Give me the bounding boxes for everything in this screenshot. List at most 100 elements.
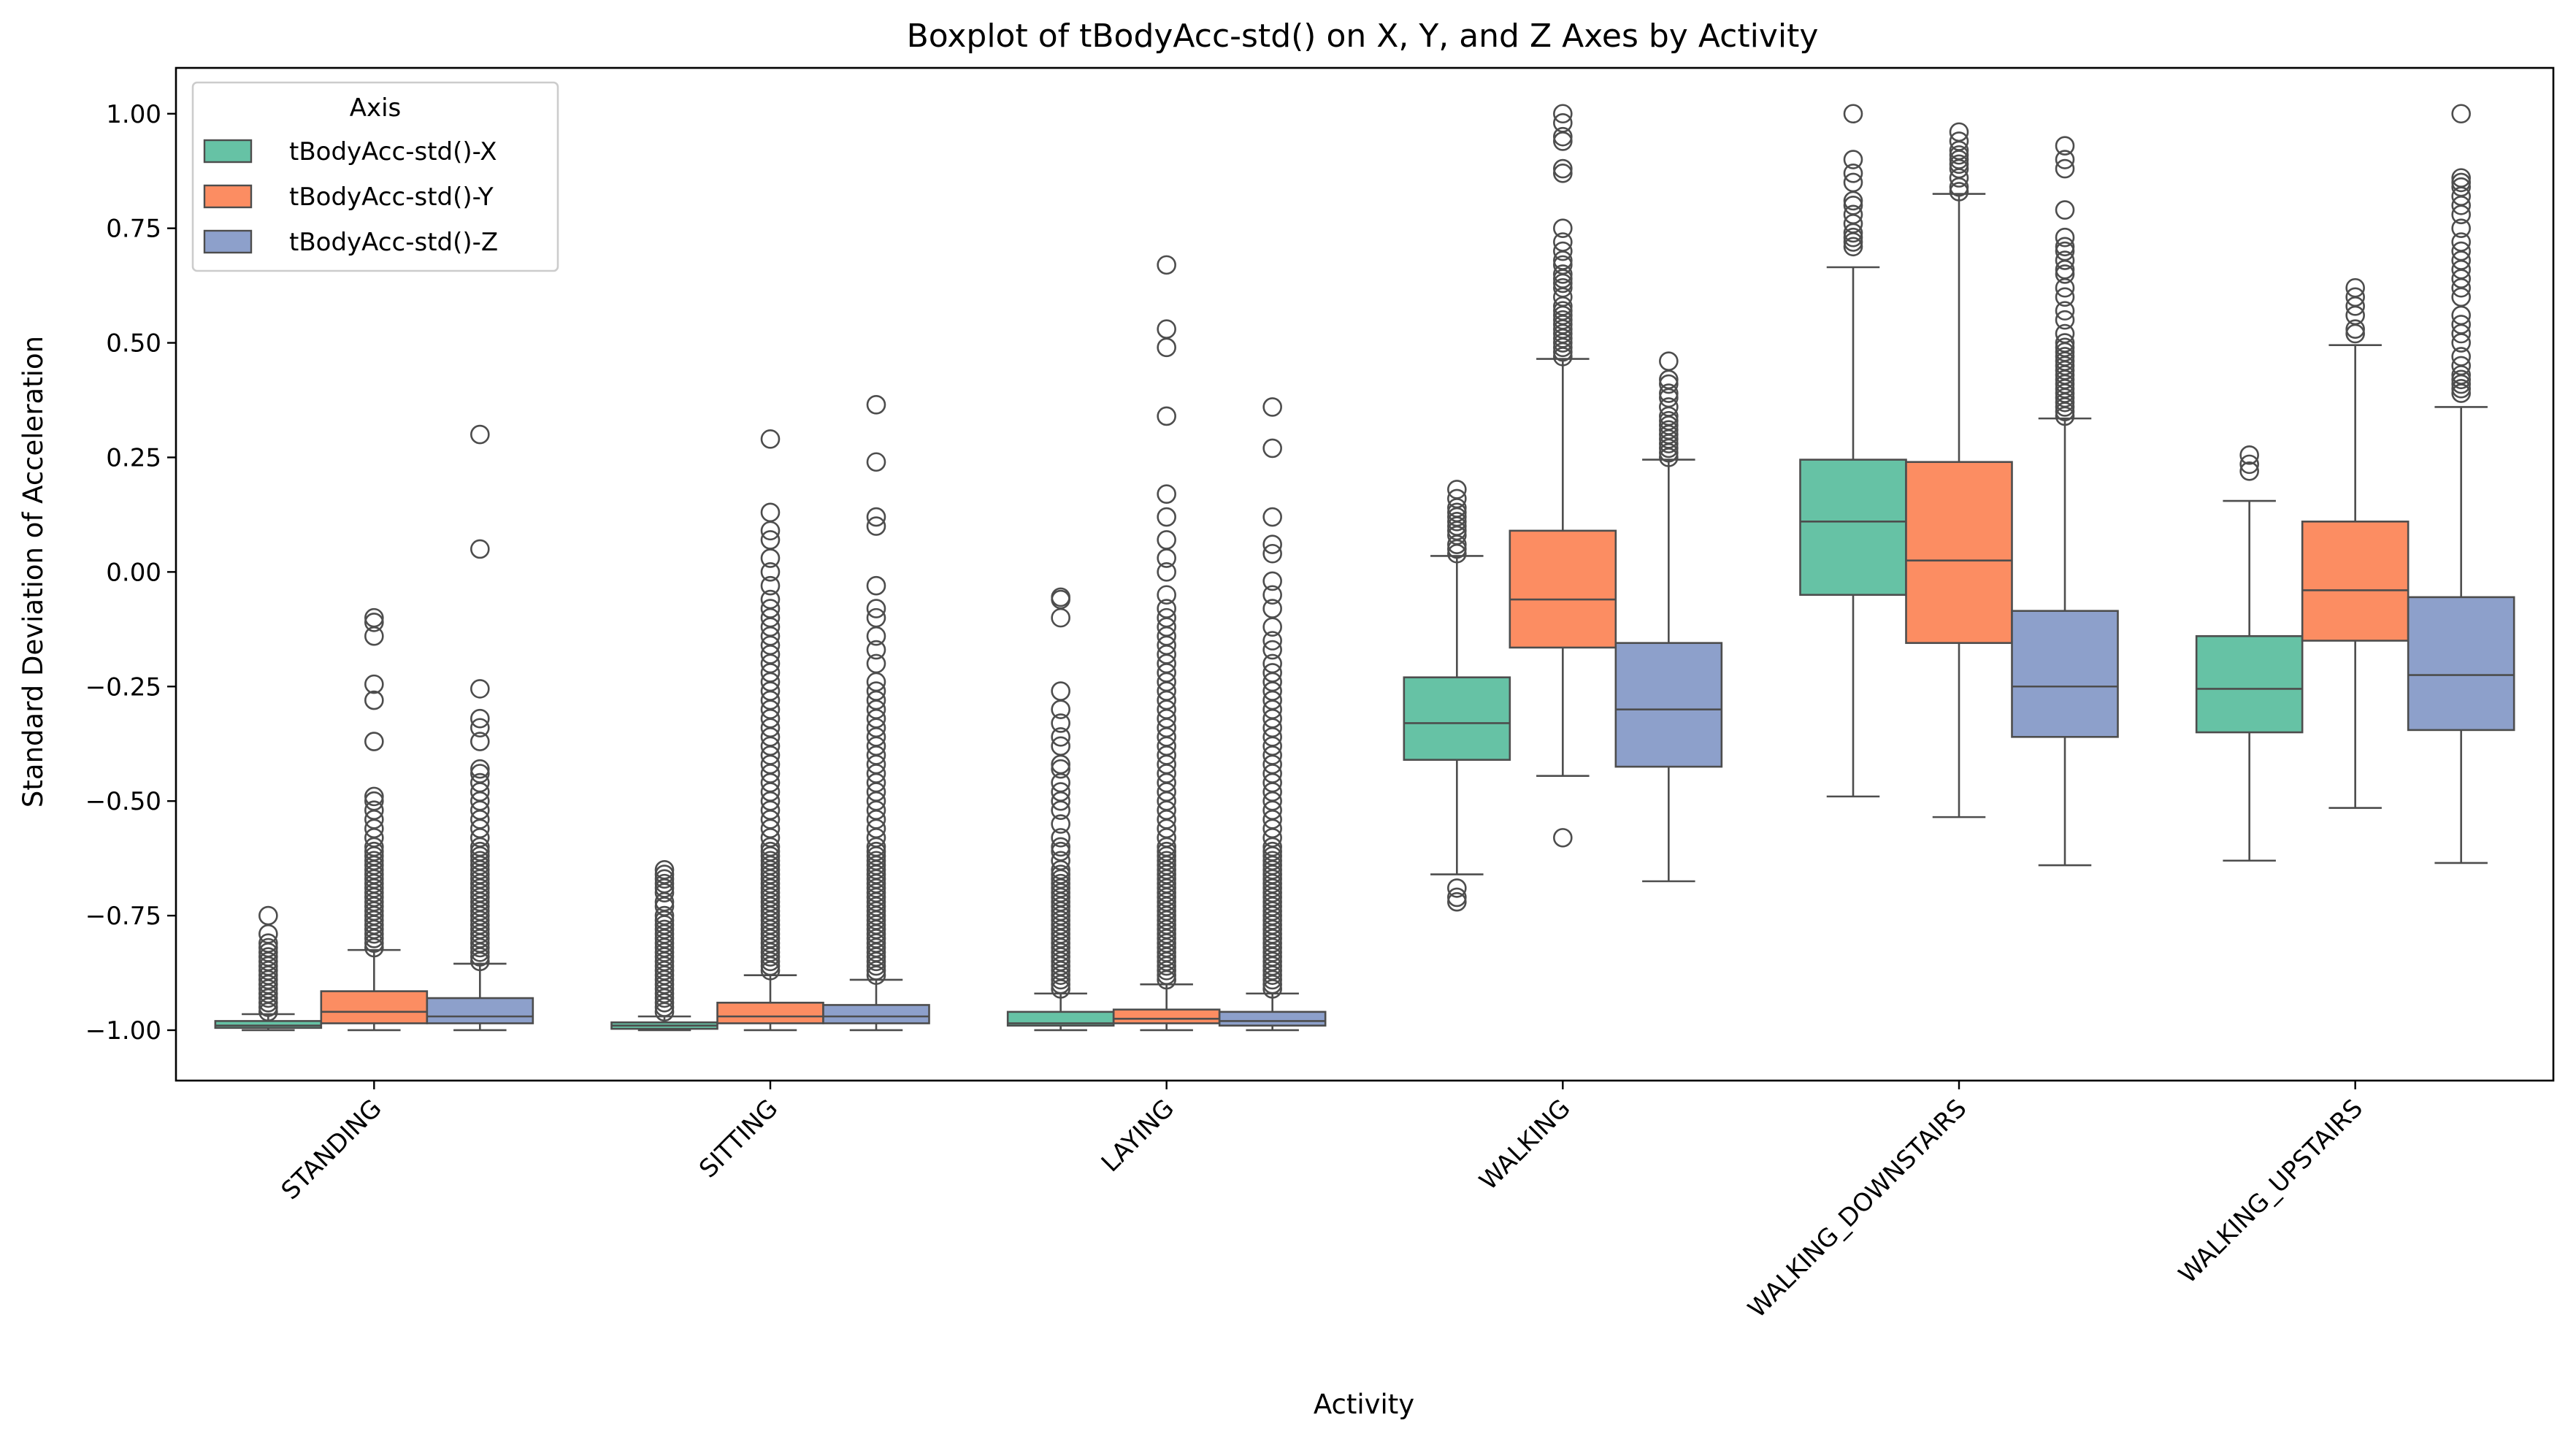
outlier-point bbox=[654, 864, 675, 884]
outlier-point bbox=[1262, 571, 1282, 591]
outlier-point bbox=[654, 905, 675, 926]
outlier-point bbox=[1949, 145, 1969, 165]
outlier-point bbox=[258, 905, 278, 926]
outlier-point bbox=[258, 947, 278, 967]
legend-label: tBodyAcc-std()-Z bbox=[289, 228, 498, 257]
outlier-point bbox=[1949, 154, 1969, 175]
outlier-point bbox=[2451, 177, 2471, 197]
outlier-point bbox=[760, 429, 781, 449]
outlier-point bbox=[470, 764, 490, 783]
box bbox=[2195, 634, 2304, 734]
y-tick-label: −0.50 bbox=[85, 787, 161, 816]
outlier-point bbox=[2451, 172, 2471, 193]
outlier-point bbox=[760, 530, 781, 550]
outlier-point bbox=[2055, 136, 2075, 156]
outlier-point bbox=[1659, 420, 1679, 440]
outlier-point bbox=[1659, 351, 1679, 371]
outlier-point bbox=[866, 394, 886, 415]
outlier-point bbox=[866, 507, 886, 527]
outlier-point bbox=[1447, 480, 1467, 499]
outlier-point bbox=[2055, 347, 2075, 367]
outlier-point bbox=[1843, 237, 1863, 257]
outlier-point bbox=[2451, 232, 2471, 252]
outlier-point bbox=[760, 502, 781, 523]
outlier-point bbox=[470, 539, 490, 559]
outlier-point bbox=[1262, 663, 1282, 683]
outlier-point bbox=[1051, 864, 1070, 884]
box bbox=[2301, 521, 2410, 642]
box-group bbox=[2301, 277, 2410, 809]
box bbox=[1218, 1010, 1327, 1027]
outlier-point bbox=[1051, 681, 1070, 701]
outlier-point bbox=[1949, 182, 1969, 202]
y-axis: −1.00 −0.75 −0.50 −0.25 0.00 0.25 0.50 0.75 1.00 bbox=[85, 100, 176, 1046]
outlier-point bbox=[2055, 337, 2075, 358]
outlier-point bbox=[1051, 713, 1070, 733]
outlier-point bbox=[1553, 218, 1573, 238]
outlier-point bbox=[866, 681, 886, 701]
box bbox=[214, 1020, 323, 1029]
outlier-point bbox=[470, 841, 490, 862]
box-group bbox=[426, 424, 534, 1032]
outlier-point bbox=[866, 653, 886, 674]
outlier-point bbox=[470, 718, 490, 738]
box-group bbox=[320, 607, 429, 1032]
outlier-point bbox=[1447, 878, 1467, 898]
outlier-point bbox=[2451, 369, 2471, 390]
box-group bbox=[1403, 480, 1511, 912]
y-tick-label: −0.25 bbox=[85, 672, 161, 702]
outlier-point bbox=[2055, 237, 2075, 257]
outlier-point bbox=[1051, 841, 1070, 862]
box bbox=[716, 1002, 824, 1024]
outlier-point bbox=[2055, 150, 2075, 169]
outlier-point bbox=[2239, 461, 2259, 481]
outlier-point bbox=[364, 613, 384, 632]
outlier-point bbox=[1051, 759, 1070, 779]
outlier-point bbox=[760, 575, 781, 596]
outlier-point bbox=[2055, 241, 2075, 261]
outlier-point bbox=[1553, 277, 1573, 298]
outlier-point bbox=[1659, 410, 1679, 431]
outlier-point bbox=[1262, 640, 1282, 660]
outlier-point bbox=[2055, 301, 2075, 321]
outlier-point bbox=[1553, 232, 1573, 252]
legend-swatch bbox=[203, 184, 253, 209]
outlier-point bbox=[1051, 828, 1070, 848]
box-group bbox=[610, 860, 718, 1032]
box bbox=[1112, 1008, 1221, 1024]
outlier-point bbox=[2239, 445, 2259, 465]
outlier-point bbox=[2055, 264, 2075, 284]
box-group bbox=[214, 905, 323, 1032]
outlier-point bbox=[1157, 319, 1176, 340]
outlier-point bbox=[1051, 814, 1070, 834]
outlier-point bbox=[1051, 736, 1070, 756]
outlier-point bbox=[1157, 585, 1176, 605]
outlier-point bbox=[470, 708, 490, 729]
outlier-point bbox=[2239, 454, 2259, 475]
box bbox=[822, 1004, 930, 1024]
legend: Axis tBodyAcc-std()-XtBodyAcc-std()-YtBo… bbox=[191, 81, 559, 272]
outlier-point bbox=[364, 732, 384, 751]
box bbox=[1509, 529, 1617, 649]
outlier-point bbox=[1262, 397, 1282, 417]
outlier-point bbox=[654, 860, 675, 880]
outlier-point bbox=[1553, 113, 1573, 133]
outlier-point bbox=[2451, 356, 2471, 376]
outlier-point bbox=[1262, 631, 1282, 651]
box bbox=[1614, 642, 1723, 768]
outlier-point bbox=[364, 786, 384, 807]
outlier-point bbox=[760, 599, 781, 618]
outlier-point bbox=[1157, 851, 1176, 871]
outlier-point bbox=[1051, 837, 1070, 857]
y-tick-label: 0.75 bbox=[106, 215, 161, 244]
x-axis-title: Activity bbox=[1314, 1389, 1414, 1420]
outlier-point bbox=[760, 841, 781, 862]
outlier-point bbox=[1447, 512, 1467, 532]
outlier-point bbox=[1051, 873, 1070, 894]
outlier-point bbox=[866, 599, 886, 618]
outlier-point bbox=[364, 791, 384, 811]
outlier-point bbox=[654, 869, 675, 889]
y-tick-label: 1.00 bbox=[106, 100, 161, 129]
outlier-point bbox=[364, 607, 384, 628]
outlier-point bbox=[760, 562, 781, 582]
